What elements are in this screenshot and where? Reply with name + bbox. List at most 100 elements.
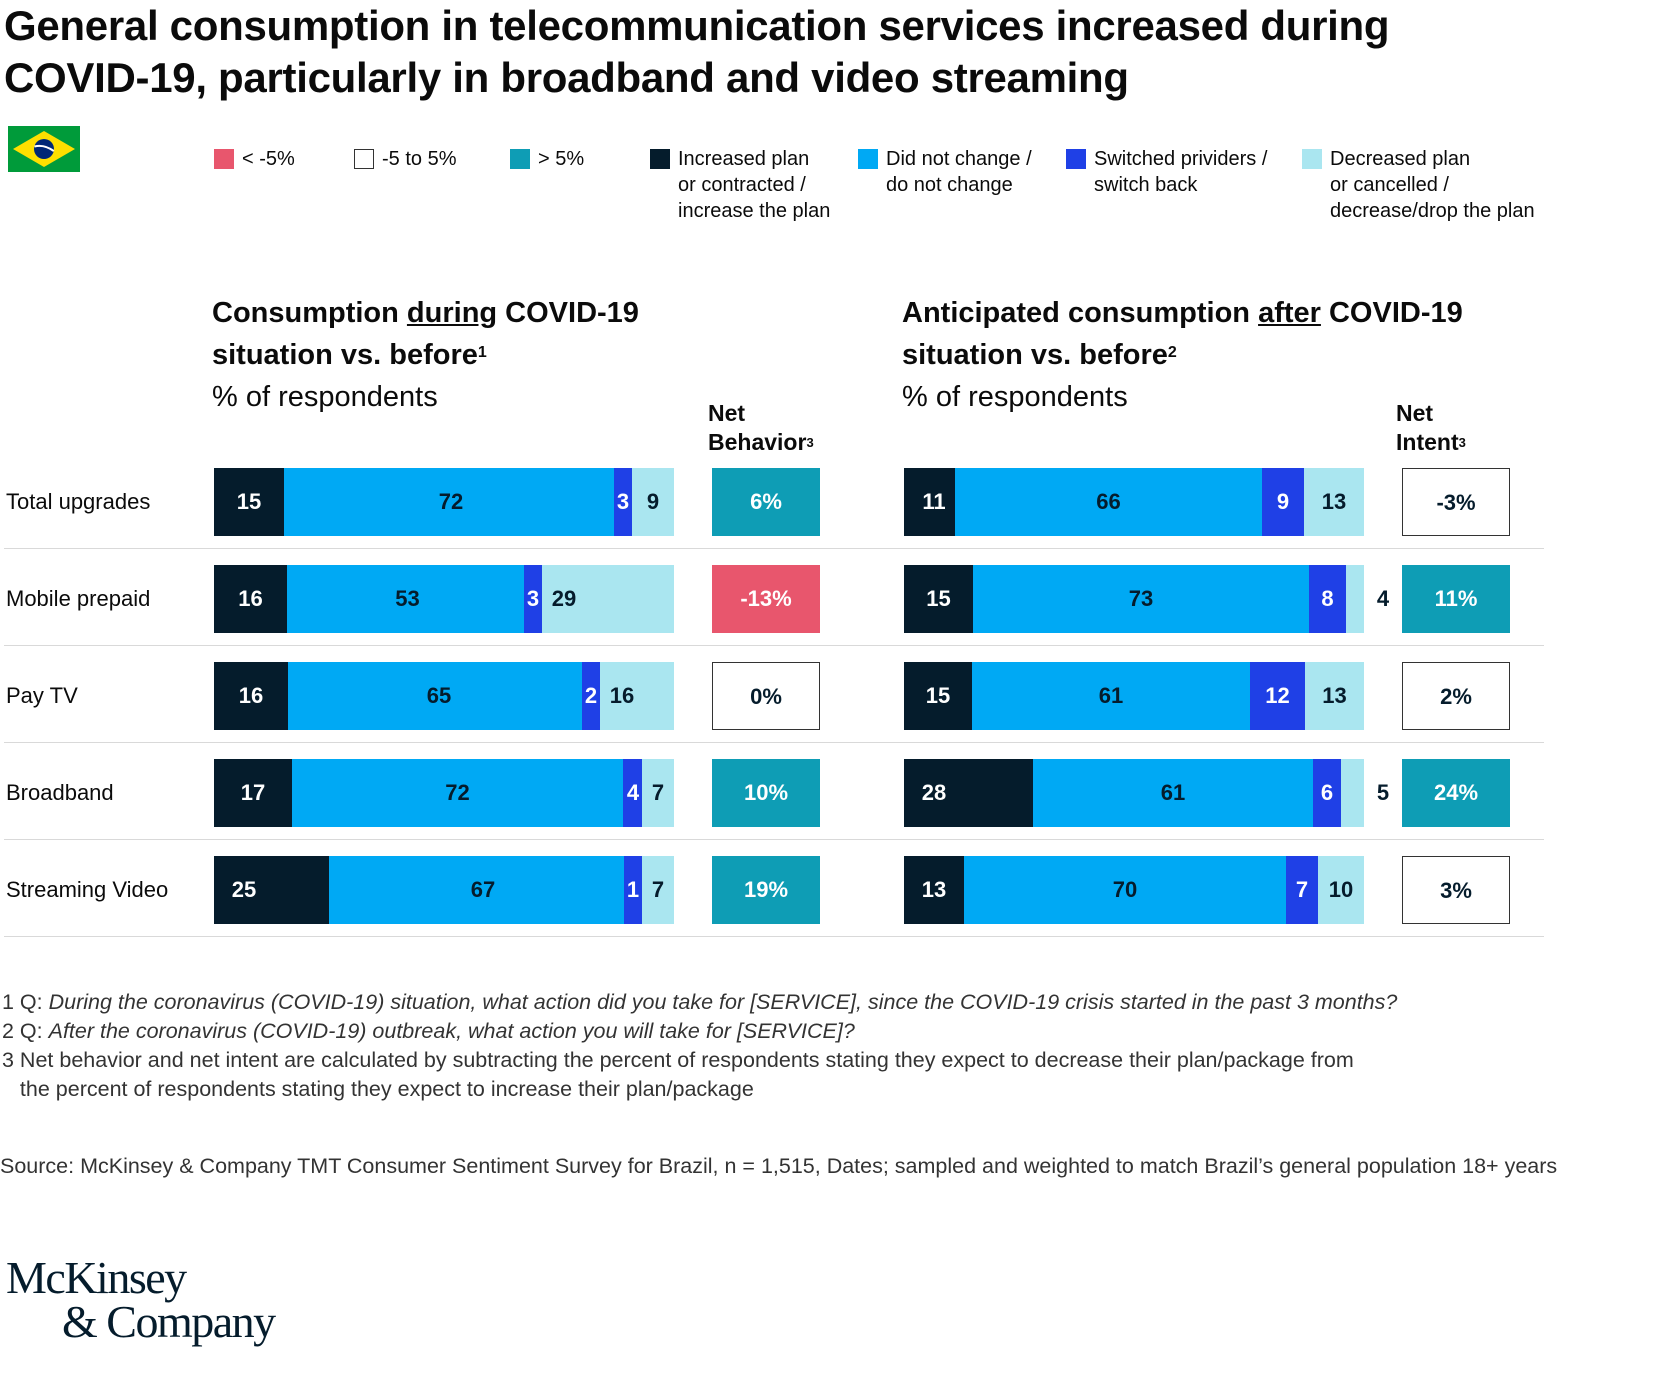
bar-value-label: 72 (445, 780, 470, 805)
bar-segment-light (600, 662, 674, 730)
bar-value-label: 7 (1295, 877, 1309, 902)
row-separator (4, 839, 1544, 840)
legend-label-5: Switched prividers / switch back (1094, 146, 1267, 198)
stacked-bar: 15 73 8 4 (904, 565, 1389, 633)
bar-value-label: 53 (395, 586, 420, 611)
bar-segment-dark (904, 565, 973, 633)
footnote-1: 1 Q: During the coronavirus (COVID-19) s… (2, 988, 1397, 1017)
bar-value-label: 66 (1096, 489, 1121, 514)
legend-swatch-2 (510, 149, 530, 169)
legend-label-4: Did not change / do not change (886, 146, 1032, 198)
bar-value-label: 10 (1328, 877, 1354, 902)
footnote-2-number: 2 Q: (2, 1019, 49, 1043)
net-intent-header: Net Intent3 (1396, 399, 1466, 457)
bar-segment-dark (214, 662, 288, 730)
bar-segment-dark (214, 565, 287, 633)
bar-value-label: 29 (551, 586, 577, 611)
legend-label-4-line-0: Did not change / (886, 148, 1032, 170)
bar-value-label: 16 (238, 586, 263, 611)
bar-value-label: 6 (1320, 780, 1334, 805)
bar-value-label: 1 (624, 856, 642, 924)
net-behavior-sup: 3 (806, 435, 814, 450)
left-title-line2: situation vs. before (212, 339, 478, 371)
legend-label-2: > 5% (538, 146, 584, 172)
footnote-3-line1: 3 Net behavior and net intent are calcul… (2, 1048, 1354, 1072)
footnote-1-text: During the coronavirus (COVID-19) situat… (48, 990, 1398, 1014)
legend-label-6-line-0: Decreased plan (1330, 148, 1471, 170)
legend-label-6-line-1: or cancelled / (1330, 174, 1449, 196)
left-title-underlined: during (406, 297, 498, 329)
bar-segment-blue (1309, 565, 1346, 633)
bar-value-label: 67 (470, 877, 496, 902)
net-behavior-header: Net Behavior3 (708, 399, 814, 457)
row-label: Broadband (6, 780, 114, 805)
stacked-bar: 15 61 12 13 (904, 662, 1364, 730)
bar-value-label: 15 (925, 683, 951, 708)
bar-value-label: 15 (236, 489, 262, 514)
bar-value-label: 8 (1321, 586, 1334, 611)
row-label: Streaming Video (6, 877, 169, 902)
net-intent-value: 2% (1402, 662, 1510, 730)
left-section-subtitle: % of respondents (212, 381, 438, 413)
footnote-2: 2 Q: After the coronavirus (COVID-19) ou… (2, 1017, 1397, 1046)
bar-value-label: 9 (1276, 489, 1290, 514)
right-section-title: Anticipated consumption after COVID-19 s… (902, 292, 1463, 376)
net-intent-value: 24% (1402, 759, 1510, 827)
net-intent-value: -3% (1402, 468, 1510, 536)
right-section-subtitle: % of respondents (902, 381, 1128, 413)
net-intent-sup: 3 (1458, 435, 1466, 450)
legend-swatch-6 (1302, 149, 1322, 169)
legend-label-1-line-0: -5 to 5% (382, 148, 457, 170)
net-intent-line1: Net (1396, 400, 1434, 426)
bar-segment-light (632, 468, 674, 536)
chart-title: General consumption in telecommunication… (4, 0, 1644, 104)
bar-value-label: 70 (1112, 877, 1138, 902)
bar-segment-light (1305, 662, 1364, 730)
footnotes: 1 Q: During the coronavirus (COVID-19) s… (2, 988, 1397, 1104)
bar-segment-light (542, 565, 674, 633)
right-title-line2: situation vs. before (902, 339, 1168, 371)
title-line-1: General consumption in telecommunication… (4, 2, 1390, 49)
bar-value-label: 11 (922, 489, 946, 514)
right-title-underlined: after (1258, 297, 1321, 329)
bar-segment-blue (1250, 662, 1305, 730)
bar-value-label: 7 (651, 780, 665, 805)
stacked-bar: 17 72 4 7 (214, 759, 674, 827)
stacked-bar: 15 72 3 9 (214, 468, 674, 536)
legend-label-0-line-0: < -5% (242, 148, 295, 170)
legend-label-0: < -5% (242, 146, 295, 172)
logo-line-2: & Company (62, 1296, 276, 1347)
bar-value-label: 28 (921, 780, 947, 805)
bar-value-label: 2 (582, 662, 600, 730)
bar-segment-light (1304, 468, 1364, 536)
net-intent-value: 11% (1402, 565, 1510, 633)
row-separator (4, 645, 1544, 646)
legend-label-5-line-1: switch back (1094, 174, 1198, 196)
bar-segment-mid (287, 565, 528, 633)
legend-label-5-line-0: Switched prividers / (1094, 148, 1268, 170)
bar-segment-light (1318, 856, 1364, 924)
left-title-pre: Consumption (212, 297, 407, 329)
legend-swatch-1 (354, 149, 374, 169)
net-intent-value: 3% (1402, 856, 1510, 924)
bar-segment-dark (904, 468, 955, 536)
left-section-title: Consumption during COVID-19 situation vs… (212, 292, 639, 376)
bar-segment-dark (214, 759, 292, 827)
bar-value-label: 61 (1098, 683, 1124, 708)
bar-value-label: 13 (1322, 683, 1347, 708)
bar-segment-blue (1313, 759, 1341, 827)
legend-label-3: Increased plan or contracted / increase th… (678, 146, 830, 224)
bar-value-label: 3 (524, 565, 542, 633)
legend-label-3-line-1: or contracted / (678, 174, 806, 196)
bar-value-label: 73 (1128, 586, 1154, 611)
legend-swatch-3 (650, 149, 670, 169)
bar-segment-mid (964, 856, 1286, 924)
legend-swatch-4 (858, 149, 878, 169)
bar-value-label: 12 (1265, 683, 1290, 708)
footnote-1-number: 1 Q: (2, 990, 49, 1014)
legend-label-2-line-0: > 5% (538, 148, 585, 170)
row-label: Mobile prepaid (6, 586, 151, 611)
bar-value-label: 5 (1376, 780, 1390, 805)
stacked-bar: 16 65 2 16 (214, 662, 674, 730)
net-behavior-value: -13% (712, 565, 820, 633)
